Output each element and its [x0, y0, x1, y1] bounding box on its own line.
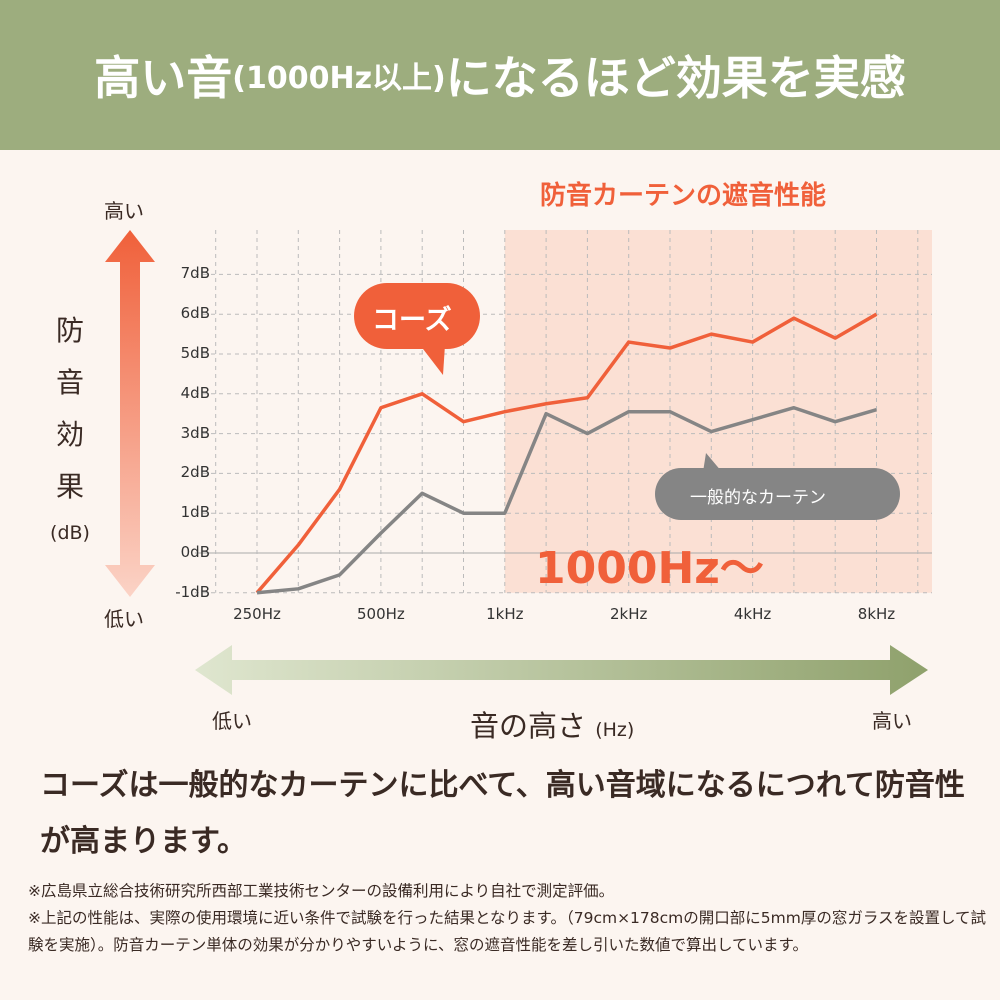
footnote: ※上記の性能は、実際の使用環境に近い条件で試験を行った結果となります。（79cm… — [28, 909, 987, 954]
footnote: ※広島県立総合技術研究所西部工業技術センターの設備利用により自社で測定評価。 — [28, 882, 615, 900]
y-tick-label: 3dB — [180, 423, 210, 442]
x-label-text: 音の高さ — [470, 709, 587, 743]
y-tick-label: 2dB — [180, 463, 210, 482]
summary-message: コーズは一般的なカーテンに比べて、高い音域になるにつれて防音性が高まります。 — [40, 768, 965, 859]
x-tick-label: 1kHz — [486, 605, 524, 623]
y-tick-label: 1dB — [180, 503, 210, 522]
y-high-label: 高い — [104, 199, 144, 223]
y-label-char: 効 — [55, 418, 84, 451]
title-part: (1000Hz以上) — [232, 61, 446, 96]
y-tick-label: 0dB — [180, 543, 210, 561]
y-tick-label: 7dB — [180, 264, 210, 283]
x-axis-label: 音の高さ (Hz) — [470, 703, 634, 745]
x-tick-label: 4kHz — [733, 605, 772, 623]
x-tick-label: 8kHz — [857, 605, 896, 623]
x-tick-label: 500Hz — [356, 605, 405, 623]
general-label: 一般的なカーテン — [690, 488, 826, 508]
y-tick-label: -1dB — [175, 582, 210, 601]
highlight-region — [504, 230, 932, 593]
title-part: 高い音 — [94, 51, 233, 105]
vertical-arrow — [105, 230, 155, 597]
y-label-char: 音 — [55, 366, 84, 399]
y-label-char: 防 — [55, 314, 84, 347]
y-label-unit: (dB) — [50, 522, 90, 544]
chart-title: 防音カーテンの遮音性能 — [540, 181, 827, 211]
x-high-label: 高い — [872, 709, 912, 733]
x-tick-label: 2kHz — [609, 605, 648, 623]
page-title: 高い音 (1000Hz以上) になるほど効果を実感 — [0, 0, 1000, 150]
x-low-label: 低い — [212, 709, 252, 733]
y-axis-label: 防 音 効 果 (dB) — [50, 305, 90, 553]
general-bubble — [655, 453, 900, 520]
x-label-unit: (Hz) — [595, 719, 635, 741]
footnotes: ※広島県立総合技術研究所西部工業技術センターの設備利用により自社で測定評価。 ※… — [28, 878, 988, 959]
horizontal-arrow — [195, 645, 928, 695]
kose-label: コーズ — [372, 305, 452, 336]
highlight-label: 1000Hz〜 — [535, 543, 764, 594]
kose-bubble — [354, 283, 480, 375]
y-tick-label: 6dB — [180, 304, 210, 323]
series-line-0 — [255, 312, 878, 594]
y-low-label: 低い — [104, 607, 144, 631]
x-tick-label: 250Hz — [233, 605, 281, 623]
y-tick-label: 5dB — [180, 344, 210, 362]
title-part: になるほど効果を実感 — [445, 51, 906, 105]
series-line-1 — [256, 405, 877, 595]
y-tick-label: 4dB — [180, 383, 210, 402]
y-label-char: 果 — [55, 470, 84, 503]
